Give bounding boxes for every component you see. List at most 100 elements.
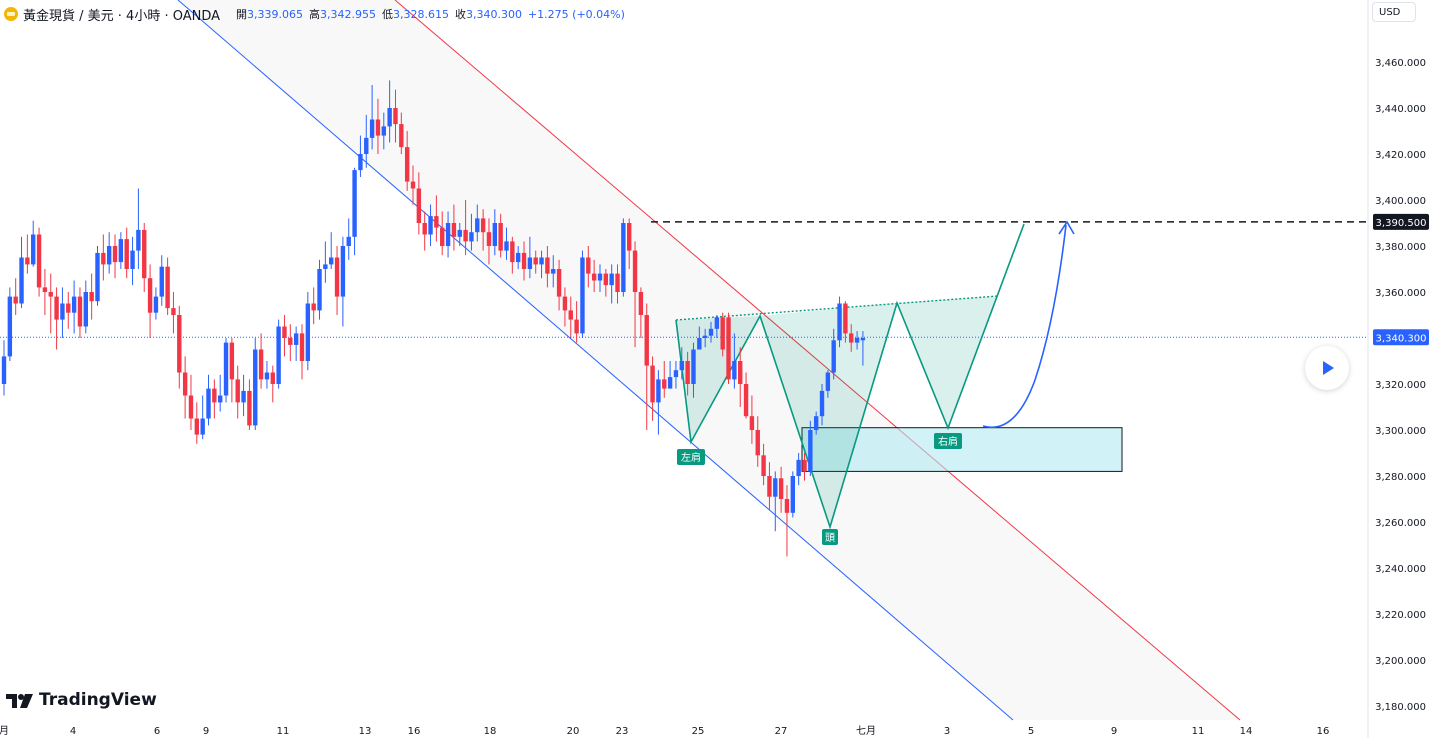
candle-body (521, 252, 527, 269)
candle (451, 204, 457, 251)
candle (732, 333, 737, 389)
candle (118, 232, 124, 269)
candle (288, 324, 293, 361)
projection-arrow-head (1058, 220, 1075, 235)
candle-body (475, 218, 480, 233)
candle-body (410, 181, 416, 189)
candle-body (708, 328, 714, 336)
tradingview-logo[interactable]: TradingView (6, 690, 157, 710)
y-tick-label: 3,420.000 (1375, 150, 1426, 161)
candle-body (796, 459, 801, 476)
candle (440, 211, 445, 256)
candle (697, 326, 702, 350)
x-tick-label: 16 (1317, 726, 1330, 737)
candle (188, 374, 194, 430)
candle (299, 324, 305, 380)
candle (101, 234, 106, 281)
pattern-label: 左肩 (677, 449, 705, 465)
candle-body (656, 379, 661, 403)
y-tick-label: 3,400.000 (1375, 196, 1426, 207)
candle (539, 250, 544, 279)
candle (515, 246, 521, 269)
candle (673, 361, 679, 389)
candle-body (644, 315, 649, 366)
candle-body (200, 418, 205, 435)
candle-body (463, 229, 468, 242)
x-tick-label: 13 (359, 726, 372, 737)
channel-lower-line (177, 0, 1014, 721)
candle-body (545, 257, 550, 274)
play-button[interactable] (1305, 346, 1349, 390)
candle-body (311, 303, 316, 311)
candle (551, 255, 556, 288)
candle (399, 112, 404, 154)
pattern-label-box (677, 449, 705, 465)
candle (13, 278, 18, 315)
candle-body (1, 356, 7, 384)
y-tick-label: 3,320.000 (1375, 380, 1426, 391)
candle-body (7, 296, 13, 357)
candle (469, 213, 474, 251)
candle (475, 204, 480, 242)
play-icon (1323, 361, 1334, 375)
candle-body (42, 287, 48, 292)
candle-body (142, 229, 147, 279)
candle-body (89, 292, 94, 302)
candle-body (451, 223, 457, 237)
candle-body (609, 273, 614, 286)
candle-body (340, 246, 346, 297)
candle-body (492, 223, 498, 246)
candle-body (627, 223, 632, 251)
candle-body (510, 241, 515, 263)
x-tick-label: 25 (692, 726, 705, 737)
candle (808, 420, 813, 476)
candle (282, 315, 287, 357)
x-tick-label: 11 (277, 726, 290, 737)
candle (609, 264, 614, 304)
change-value: +1.275 (+0.04%) (527, 7, 625, 21)
candle (381, 112, 386, 150)
candle-body (813, 416, 819, 430)
candle-body (241, 390, 246, 403)
candle-body (428, 216, 433, 235)
candle-body (36, 234, 42, 288)
candle-body (83, 292, 89, 327)
candle (627, 218, 632, 269)
candle (130, 236, 135, 286)
candle (153, 287, 159, 320)
candle (106, 232, 112, 274)
candle-body (860, 338, 866, 341)
candle (854, 331, 860, 350)
symbol-title[interactable]: 黃金現貨 / 美元 · 4小時 · OANDA (23, 8, 221, 24)
candle-body (305, 303, 311, 361)
candle-body (615, 273, 620, 292)
candle (253, 338, 258, 430)
candle (679, 347, 684, 380)
y-tick-label: 3,180.000 (1375, 702, 1426, 713)
candle-body (831, 340, 836, 373)
candle (112, 234, 118, 279)
candle (738, 347, 743, 407)
candle (276, 319, 281, 389)
candle-body (574, 319, 579, 334)
candle-body (732, 361, 737, 380)
candle-body (767, 476, 772, 497)
candle-body (819, 390, 825, 417)
candle (650, 356, 655, 421)
currency-button[interactable]: USD (1372, 2, 1416, 22)
y-tick-label: 3,240.000 (1375, 564, 1426, 575)
candle (773, 471, 778, 532)
x-tick-label: 9 (1111, 726, 1117, 737)
candle (200, 395, 205, 440)
candle-body (551, 269, 556, 274)
candle-body (738, 361, 743, 384)
candle-body (346, 236, 351, 246)
x-tick-label: 6 (154, 726, 160, 737)
candle (813, 411, 819, 435)
candle (229, 338, 235, 403)
pattern-label-text: 左肩 (681, 451, 701, 464)
candle-body (393, 108, 398, 125)
candle-body (165, 266, 170, 309)
candle (212, 379, 217, 419)
